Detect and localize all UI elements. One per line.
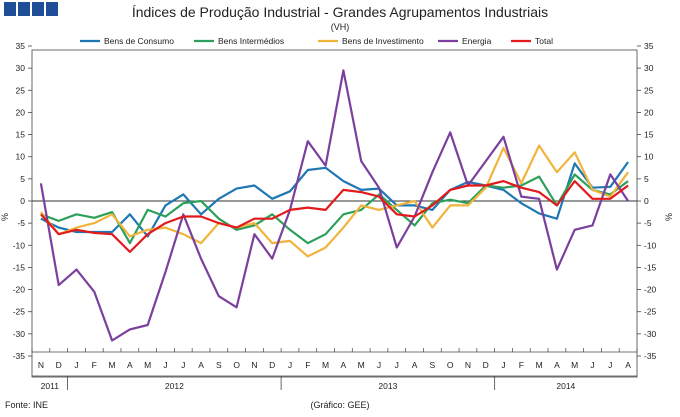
x-tick-label: A <box>554 360 560 370</box>
y-tick-label-left: 10 <box>16 152 26 162</box>
y-tick-label-right: 20 <box>644 107 654 117</box>
y-tick-label-right: -20 <box>644 285 657 295</box>
legend: Bens de Consumo Bens Intermédios Bens de I… <box>80 36 553 46</box>
y-tick-label-left: 20 <box>16 107 26 117</box>
x-tick-label: N <box>251 360 257 370</box>
y-tick-label-left: 0 <box>20 196 25 206</box>
y-tick-label-right: 30 <box>644 63 654 73</box>
y-tick-label-right: -10 <box>644 240 657 250</box>
y-tick-label-right: 15 <box>644 130 654 140</box>
y-tick-label-right: -25 <box>644 307 657 317</box>
y-tick-label-right: 10 <box>644 152 654 162</box>
x-tick-label: J <box>288 360 292 370</box>
y-tick-label-right: -5 <box>644 218 652 228</box>
y-tick-label-left: -25 <box>13 307 26 317</box>
y-axis-label-right: % <box>664 213 674 221</box>
x-tick-label: A <box>198 360 204 370</box>
x-tick-label: F <box>305 360 310 370</box>
x-tick-label: S <box>216 360 222 370</box>
y-tick-label-right: -35 <box>644 351 657 361</box>
x-tick-label: M <box>144 360 151 370</box>
y-tick-label-left: 30 <box>16 63 26 73</box>
x-tick-label: J <box>590 360 594 370</box>
y-tick-label-right: 5 <box>644 174 649 184</box>
x-tick-label: A <box>341 360 347 370</box>
series-line-bens-de-investimento <box>40 144 629 258</box>
y-tick-label-right: 0 <box>644 196 649 206</box>
x-tick-label: N <box>38 360 44 370</box>
y-tick-label-left: 15 <box>16 130 26 140</box>
x-tick-label: M <box>536 360 543 370</box>
year-label: 2011 <box>41 381 60 391</box>
y-tick-label-left: -20 <box>13 285 26 295</box>
x-tick-label: A <box>625 360 631 370</box>
y-tick-label-right: 35 <box>644 41 654 51</box>
x-tick-label: N <box>465 360 471 370</box>
x-tick-label: D <box>269 360 275 370</box>
logo <box>4 2 60 16</box>
series-lines <box>39 69 630 342</box>
series-line-energia <box>39 69 630 342</box>
x-tick-label: J <box>608 360 612 370</box>
x-tick-label: A <box>127 360 133 370</box>
x-tick-label: J <box>501 360 505 370</box>
y-tick-label-right: 25 <box>644 85 654 95</box>
x-tick-label: J <box>163 360 167 370</box>
y-tick-label-right: -15 <box>644 262 657 272</box>
legend-label: Total <box>535 36 553 46</box>
plot-frame <box>31 49 638 378</box>
legend-label: Bens Intermédios <box>218 36 284 46</box>
x-tick-label: J <box>74 360 78 370</box>
y-tick-label-left: -35 <box>13 351 26 361</box>
x-tick-label: M <box>322 360 329 370</box>
chart-title: Índices de Produção Industrial - Grandes… <box>132 4 548 20</box>
x-tick-label: J <box>377 360 381 370</box>
y-tick-label-left: -10 <box>13 240 26 250</box>
axes: 35 35 30 30 25 25 20 20 15 15 10 10 5 5 0 0 -5 -5 -10 -10 -1… <box>13 41 657 391</box>
x-tick-label: S <box>430 360 436 370</box>
legend-label: Bens de Consumo <box>104 36 174 46</box>
credit-note: (Gráfico: GEE) <box>310 400 369 410</box>
plot-border <box>31 49 638 378</box>
year-label: 2012 <box>165 381 184 391</box>
y-tick-label-left: 25 <box>16 85 26 95</box>
series-line-total <box>40 180 629 253</box>
year-label: 2013 <box>378 381 397 391</box>
legend-label: Bens de Investimento <box>342 36 424 46</box>
y-tick-label-left: 5 <box>20 174 25 184</box>
x-tick-label: A <box>412 360 418 370</box>
x-tick-label: M <box>571 360 578 370</box>
x-tick-label: J <box>395 360 399 370</box>
y-tick-label-left: -5 <box>17 218 25 228</box>
x-tick-label: D <box>56 360 62 370</box>
source-note: Fonte: INE <box>5 400 48 410</box>
x-tick-label: M <box>358 360 365 370</box>
x-tick-label: F <box>92 360 97 370</box>
y-tick-label-right: -30 <box>644 329 657 339</box>
x-tick-label: O <box>447 360 454 370</box>
y-axis-label-left: % <box>0 213 10 221</box>
year-label: 2014 <box>556 381 575 391</box>
series-line-bens-interm-dios <box>40 173 629 245</box>
y-tick-label-left: 35 <box>16 41 26 51</box>
y-tick-label-left: -30 <box>13 329 26 339</box>
x-tick-label: M <box>109 360 116 370</box>
x-tick-label: O <box>233 360 240 370</box>
y-tick-label-left: -15 <box>13 262 26 272</box>
legend-label: Energia <box>462 36 492 46</box>
x-tick-label: F <box>519 360 524 370</box>
chart-subtitle: (VH) <box>331 22 350 32</box>
x-tick-label: D <box>483 360 489 370</box>
x-tick-label: J <box>181 360 185 370</box>
